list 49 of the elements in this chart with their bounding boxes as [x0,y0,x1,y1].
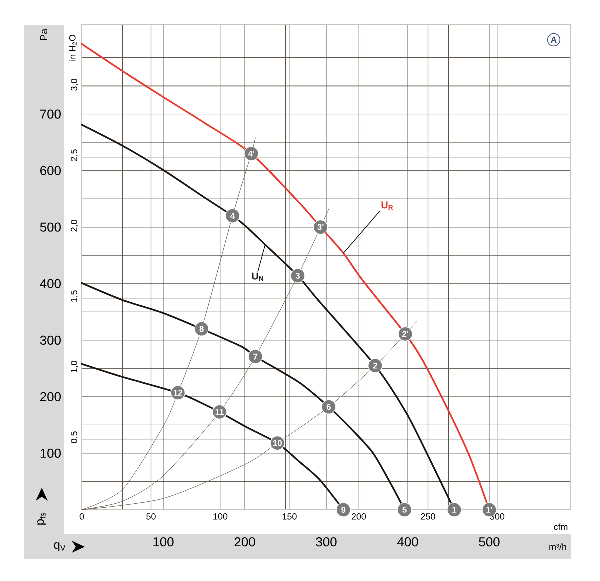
text: U$_{N}$ [252,272,264,282]
x2-tick-label: 100 [214,514,228,520]
annotation: 9 [342,506,346,513]
x2-axis-title: cfm [554,524,568,530]
x-tick-label: 500 [479,538,500,547]
annotation: 2' [402,331,408,338]
annotation: A [550,36,557,44]
x-tick-label: 100 [154,538,174,547]
x-axis-title: m³/h [550,544,566,550]
y2-axis-title: in H$_{2}$O [69,35,77,61]
annotation: 1' [486,507,492,513]
x2-tick-label: 200 [352,514,366,520]
text: q$_{V}$ [54,542,66,552]
y2-tick-label: 3,0 [71,79,78,91]
annotation: 1 [452,507,457,513]
y-tick-label: 300 [40,336,61,345]
annotation: 4 [230,213,236,219]
y2-tick-label: 1,0 [71,361,78,373]
y2-tick-label: 2,5 [71,150,78,162]
annotation: 12 [174,390,183,396]
y-tick-label: 600 [40,166,61,176]
annotation: 6 [326,404,332,410]
annotation: 2 [373,362,378,369]
x-tick-label: 200 [234,538,256,547]
annotation: 4' [248,150,254,157]
y-tick-label: 200 [40,392,61,402]
annotation: 5 [402,507,407,513]
x2-tick-label: 0 [80,514,84,520]
y-tick-label: 700 [40,110,61,119]
annotation: 11 [216,409,224,416]
y-axis-title: Pa [40,28,48,40]
annotation: 3 [296,272,300,279]
x2-tick-label: 50 [146,514,156,520]
annotation: 10 [273,440,282,446]
y2-tick-label: 2,0 [71,220,78,232]
annotation: 3' [318,224,324,230]
annotation: 7 [254,354,258,360]
y-tick-label: 400 [40,279,61,288]
x-tick-label: 300 [316,538,337,547]
annotation: 8 [200,326,204,332]
y-tick-label: 500 [40,222,61,232]
y-tick-label: 100 [40,448,61,458]
text: U$_{R}$ [382,202,394,210]
x-tick-label: 400 [398,538,418,547]
x2-tick-label: 250 [421,514,436,520]
text: p$_{fs}$ [38,513,46,525]
x2-tick-label: 150 [282,514,297,520]
y2-tick-label: 0,5 [71,432,78,444]
y2-tick-label: 1,5 [71,290,78,302]
